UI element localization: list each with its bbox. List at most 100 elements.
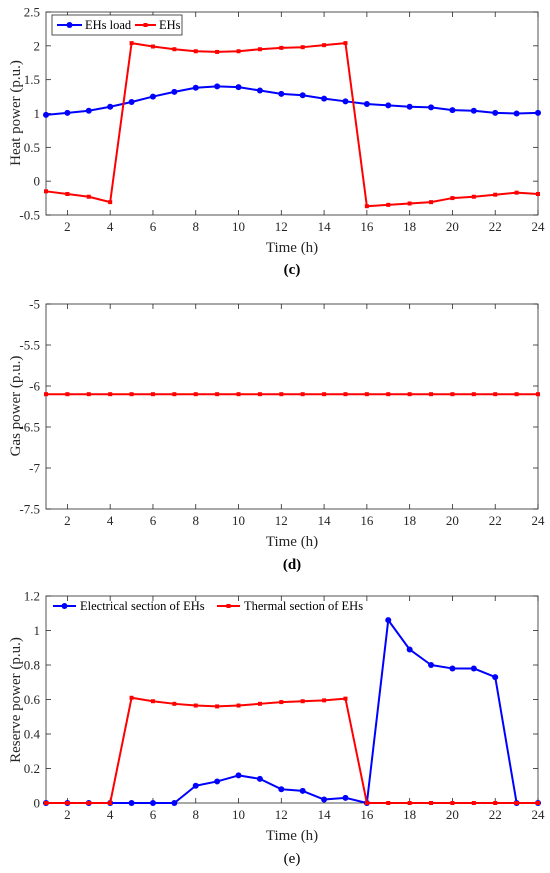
panel-e-series-1-point (215, 704, 220, 709)
panel-c-series-1-point (514, 190, 519, 195)
panel-e-series-0-point (214, 778, 221, 785)
panel-c-plot-area (45, 11, 539, 216)
panel-c-legend-box (51, 14, 183, 36)
panel-d-series-0-point (44, 392, 48, 397)
panel-c-series-1-point (493, 192, 498, 197)
panel-e-series-0-point (470, 665, 477, 672)
panel-d-x-tick-label: 14 (318, 513, 332, 528)
panel-d-series-0-point (300, 392, 305, 397)
panel-e-series-1-point (193, 703, 198, 708)
panel-e-series-1-point (514, 801, 519, 805)
panel-e-x-tick-label: 20 (446, 807, 459, 822)
panel-c-series-1-point (86, 194, 91, 199)
panel-c-legend: EHs load EHs (51, 14, 183, 36)
panel-d-series-0-point (86, 392, 91, 397)
panel-e-series-1-point (450, 801, 455, 805)
panel-c-caption: (c) (284, 262, 301, 278)
panel-e-series-1-point (279, 700, 284, 705)
panel-d-series-0-point (536, 392, 540, 397)
panel-e-legend-label-thermal: Thermal section of EHs (244, 599, 363, 613)
panel-d-y-axis-label: Gas power (p.u.) (8, 356, 24, 457)
panel-e-x-tick-label: 24 (532, 807, 546, 822)
panel-e-legend-marker-thermal (226, 604, 231, 608)
panel-d-x-tick-label: 8 (192, 513, 199, 528)
panel-c-series-0-point (278, 90, 285, 97)
panel-d-series-0-point (493, 392, 498, 397)
panel-c-x-tick-label: 12 (275, 219, 288, 234)
panel-c-series-1-point (300, 45, 305, 50)
panel-e-series-1-point (300, 699, 305, 704)
panel-d-x-tick-label: 10 (232, 513, 245, 528)
panel-c-y-tick-label: -0.5 (19, 208, 40, 223)
panel-d-y-tick-label: -7 (29, 461, 40, 476)
panel-c-x-tick-label: 14 (318, 219, 332, 234)
panel-e-series-1-point (536, 801, 540, 805)
panel-e-x-tick-label: 12 (275, 807, 288, 822)
panel-c-series-0-point (342, 98, 349, 105)
panel-e-caption: (e) (284, 851, 301, 867)
panel-c-y-tick-label: 1 (34, 106, 41, 121)
panel-e-series-0-point (278, 786, 285, 793)
panel-e-x-tick-label: 18 (403, 807, 416, 822)
panel-c-series-0-point (107, 103, 114, 110)
panel-e-series-0-point (128, 800, 135, 806)
panel-d-x-tick-label: 20 (446, 513, 459, 528)
panel-c-series-0-point (171, 88, 178, 95)
panel-c-series-1-line (45, 42, 539, 208)
panel-c-x-tick-label: 8 (192, 219, 199, 234)
panel-c-ticks: 2 4 6 8 10 12 14 16 18 20 22 24-0.500.511.522.5 (19, 5, 545, 235)
panel-c-series-1-point (536, 192, 540, 197)
panel-d-ticks: 2 4 6 8 10 12 14 16 18 20 22 24-7.5-7-6.5-6-5.5-5 (19, 297, 545, 529)
panel-c-x-tick-label: 4 (107, 219, 114, 234)
panel-c-series-0-point (256, 87, 263, 94)
panel-c-series-1-point (450, 196, 455, 201)
panel-c-series-1-point (44, 189, 48, 194)
panel-e-series-1-point (322, 698, 327, 703)
panel-c-series-1-point (65, 192, 70, 197)
panel-e-y-tick-label: 0.2 (24, 761, 40, 776)
panel-e-y-tick-label: 1.2 (24, 589, 40, 604)
panel-c-series-1-point (364, 204, 369, 209)
panel-d-x-tick-label: 24 (532, 513, 546, 528)
panel-e-series-0-point (385, 617, 392, 624)
panel-d-y-tick-label: -5.5 (19, 338, 40, 353)
panel-c-series-0-point (128, 98, 135, 105)
panel-c-series-0-point (449, 107, 456, 114)
panel-c-x-tick-label: 10 (232, 219, 245, 234)
panel-d-y-tick-label: -5 (29, 297, 40, 312)
panel-e-series-1-point (172, 701, 177, 706)
panel-c-legend-marker-ehs-load (66, 22, 73, 28)
panel-e-series-0-point (256, 775, 263, 782)
panel-e-y-axis-label: Reserve power (p.u.) (8, 637, 24, 763)
panel-d-x-tick-label: 12 (275, 513, 288, 528)
panel-e-series-1-point (44, 801, 48, 805)
panel-c-series (43, 41, 541, 209)
panel-d-series-0-point (514, 392, 519, 397)
panel-c-series-0-point (406, 103, 413, 110)
panel-e-series (43, 617, 541, 806)
panel-d-x-tick-label: 18 (403, 513, 416, 528)
panel-c-series-1-point (407, 201, 412, 206)
panel-c-series-0-point (428, 104, 435, 111)
panel-e-x-tick-label: 6 (150, 807, 157, 822)
panel-e-series-1-point (65, 801, 70, 805)
panel-c-series-0-point (149, 93, 156, 100)
panel-c-series-1-point (129, 41, 134, 46)
panel-d-series-0-point (65, 392, 70, 397)
panel-e-series-0-point (149, 800, 156, 806)
panel-c-x-tick-label: 22 (489, 219, 502, 234)
panel-d-y-tick-label: -7.5 (19, 502, 40, 517)
panel-c-series-1-point (236, 49, 241, 54)
panel-d-plot-area (45, 303, 539, 510)
panel-e-series-1-point (108, 801, 113, 805)
panel-e-plot-area (45, 595, 539, 804)
panel-e-x-axis-label: Time (h) (266, 828, 318, 844)
panel-c-series-1-point (322, 43, 327, 48)
panel-e-series-1-point (364, 801, 369, 805)
panel-c-series-0-point (470, 107, 477, 114)
panel-d-y-tick-label: -6.5 (19, 420, 40, 435)
panel-e-series-1-point (257, 701, 262, 706)
panel-d-x-tick-label: 22 (489, 513, 502, 528)
panel-c-y-tick-label: 2.5 (24, 5, 40, 20)
